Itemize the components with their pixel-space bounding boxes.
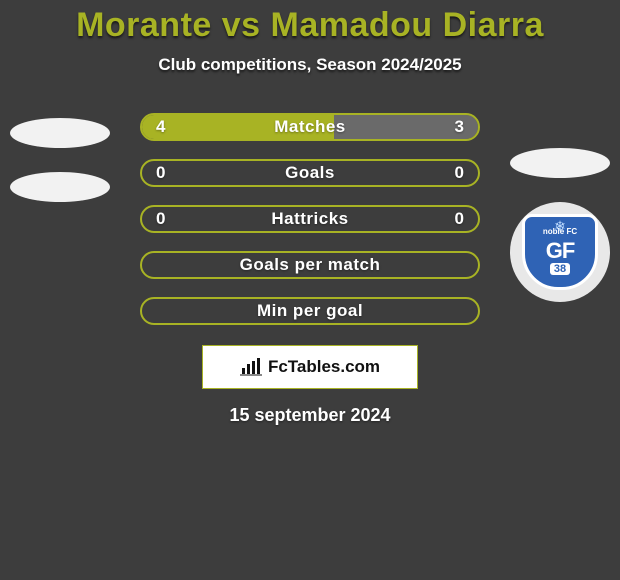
bar-min-per-goal: Min per goal	[140, 297, 480, 325]
bar-matches: 4 Matches 3	[140, 113, 480, 141]
placeholder-oval	[510, 148, 610, 178]
avatar-left	[10, 118, 110, 226]
avatar-right: ❄ noble FC GF 38	[510, 148, 610, 302]
placeholder-oval	[10, 172, 110, 202]
bar-right-value: 3	[455, 117, 464, 137]
placeholder-oval	[10, 118, 110, 148]
bar-left-value: 0	[156, 163, 165, 183]
page-subtitle: Club competitions, Season 2024/2025	[158, 55, 461, 75]
bar-label: Matches	[274, 117, 346, 137]
bar-label: Goals per match	[240, 255, 381, 275]
crest-letters: GF	[546, 240, 575, 262]
bar-hattricks: 0 Hattricks 0	[140, 205, 480, 233]
brand-text: FcTables.com	[268, 357, 380, 377]
date-text: 15 september 2024	[229, 405, 390, 426]
bar-chart-icon	[240, 358, 262, 376]
bar-left-value: 0	[156, 209, 165, 229]
club-crest: ❄ noble FC GF 38	[510, 202, 610, 302]
bar-label: Min per goal	[257, 301, 363, 321]
bar-left-value: 4	[156, 117, 165, 137]
bar-right-value: 0	[455, 163, 464, 183]
bar-label: Goals	[285, 163, 335, 183]
comparison-bars: 4 Matches 3 0 Goals 0 0 Hattricks 0 Goal…	[140, 113, 480, 325]
bar-goals-per-match: Goals per match	[140, 251, 480, 279]
page-title: Morante vs Mamadou Diarra	[76, 6, 544, 45]
comparison-card: Morante vs Mamadou Diarra Club competiti…	[0, 0, 620, 580]
crest-number: 38	[550, 263, 570, 275]
crest-shield: ❄ noble FC GF 38	[522, 214, 598, 290]
bar-goals: 0 Goals 0	[140, 159, 480, 187]
snowflake-icon: ❄	[554, 218, 566, 235]
bar-label: Hattricks	[271, 209, 348, 229]
brand-box: FcTables.com	[202, 345, 418, 389]
bar-right-value: 0	[455, 209, 464, 229]
